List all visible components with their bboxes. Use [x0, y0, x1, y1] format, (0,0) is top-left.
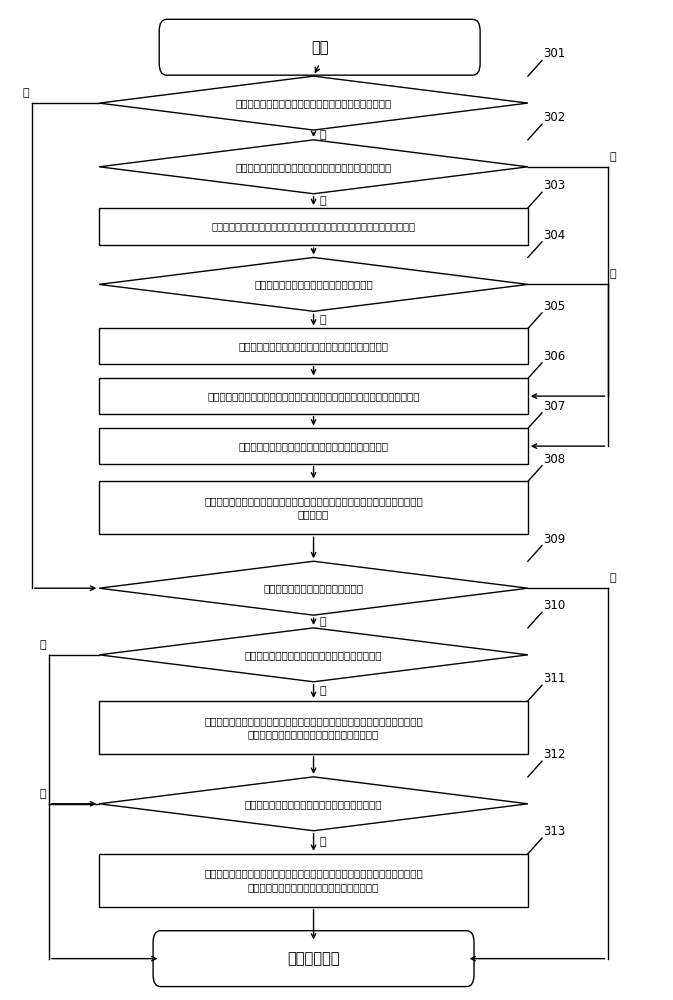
- Text: 308: 308: [543, 453, 565, 466]
- Text: 否: 否: [320, 837, 326, 847]
- Polygon shape: [99, 561, 528, 615]
- Polygon shape: [99, 140, 528, 194]
- Bar: [99, 854, 528, 907]
- Text: 控制机向自适应抗干扰天线信道综合系统发送切换指令，以使自适应抗干扰天线
信道综合系统将自适应算法切换为最小二乘算法: 控制机向自适应抗干扰天线信道综合系统发送切换指令，以使自适应抗干扰天线 信道综合…: [204, 869, 423, 892]
- Polygon shape: [99, 76, 528, 130]
- FancyBboxPatch shape: [160, 19, 480, 75]
- Text: 313: 313: [543, 825, 565, 838]
- Text: 305: 305: [543, 300, 565, 313]
- Text: 控制机判断上述发送次数是否大于预设次数: 控制机判断上述发送次数是否大于预设次数: [254, 279, 373, 289]
- Text: 控制机判断抗干扰性能指标的变化量是否大于预设变化量: 控制机判断抗干扰性能指标的变化量是否大于预设变化量: [236, 162, 392, 172]
- Text: 控制机判断当前的自适应算法是否为最小均方算法: 控制机判断当前的自适应算法是否为最小均方算法: [245, 650, 382, 660]
- Text: 311: 311: [543, 672, 565, 685]
- Text: 否: 否: [609, 152, 616, 162]
- Text: 306: 306: [543, 350, 565, 363]
- Text: 是: 是: [320, 130, 326, 140]
- Text: 结束本次流程: 结束本次流程: [287, 951, 340, 966]
- Bar: [99, 701, 528, 754]
- Text: 否: 否: [609, 573, 616, 583]
- Text: 是: 是: [320, 196, 326, 206]
- Text: 312: 312: [543, 748, 565, 761]
- Text: 是: 是: [609, 269, 616, 279]
- Text: 自适应抗干扰天线信道综合系统在接收到上述切换指令之后，切换自适应算法: 自适应抗干扰天线信道综合系统在接收到上述切换指令之后，切换自适应算法: [207, 391, 420, 401]
- Text: 控制机判断信道噪声是否为平稳噪声: 控制机判断信道噪声是否为平稳噪声: [264, 583, 363, 593]
- Text: 自适应抗干扰天线信道综合系统在接收到警报提示之后，在预设时间内停止切换
自适应算法: 自适应抗干扰天线信道综合系统在接收到警报提示之后，在预设时间内停止切换 自适应算…: [204, 496, 423, 519]
- Bar: [99, 378, 528, 414]
- Text: 是: 是: [39, 789, 46, 799]
- Text: 控制机向自适应抗干扰天线信道综合系统发送警报提示: 控制机向自适应抗干扰天线信道综合系统发送警报提示: [238, 441, 388, 451]
- Text: 是: 是: [320, 617, 326, 627]
- Text: 否: 否: [320, 315, 326, 325]
- Text: 309: 309: [543, 533, 565, 546]
- Text: 310: 310: [543, 599, 565, 612]
- Text: 否: 否: [320, 686, 326, 696]
- Polygon shape: [99, 628, 528, 682]
- Text: 否: 否: [22, 88, 29, 98]
- Text: 控制机向自适应抗干扰天线信道综合系统发送切换指令: 控制机向自适应抗干扰天线信道综合系统发送切换指令: [238, 341, 388, 351]
- Text: 301: 301: [543, 47, 565, 60]
- Text: 控制机检测天线的抗干扰性能指标的变化趋势是否为减小: 控制机检测天线的抗干扰性能指标的变化趋势是否为减小: [236, 98, 392, 108]
- Bar: [99, 481, 528, 534]
- Text: 控制机判断当前的自适应算法是否为最小二乘算法: 控制机判断当前的自适应算法是否为最小二乘算法: [245, 799, 382, 809]
- Bar: [99, 328, 528, 364]
- Bar: [99, 428, 528, 464]
- Polygon shape: [99, 257, 528, 311]
- Polygon shape: [99, 777, 528, 831]
- Bar: [99, 208, 528, 245]
- Text: 302: 302: [543, 111, 565, 124]
- Text: 是: 是: [39, 640, 46, 650]
- Text: 304: 304: [543, 229, 565, 242]
- Text: 开始: 开始: [311, 40, 328, 55]
- Text: 控制机向自适应抗干扰天线信道综合系统发送切换指令，以使自适应抗干扰天线
信道综合系统将自适应算法切换为最小均方算法: 控制机向自适应抗干扰天线信道综合系统发送切换指令，以使自适应抗干扰天线 信道综合…: [204, 716, 423, 739]
- Text: 307: 307: [543, 400, 565, 413]
- Text: 控制机统计控制机向自适应抗干扰天线信道综合系统发送切换指令的发送次数: 控制机统计控制机向自适应抗干扰天线信道综合系统发送切换指令的发送次数: [211, 222, 415, 232]
- Text: 303: 303: [543, 179, 565, 192]
- FancyBboxPatch shape: [153, 931, 474, 987]
